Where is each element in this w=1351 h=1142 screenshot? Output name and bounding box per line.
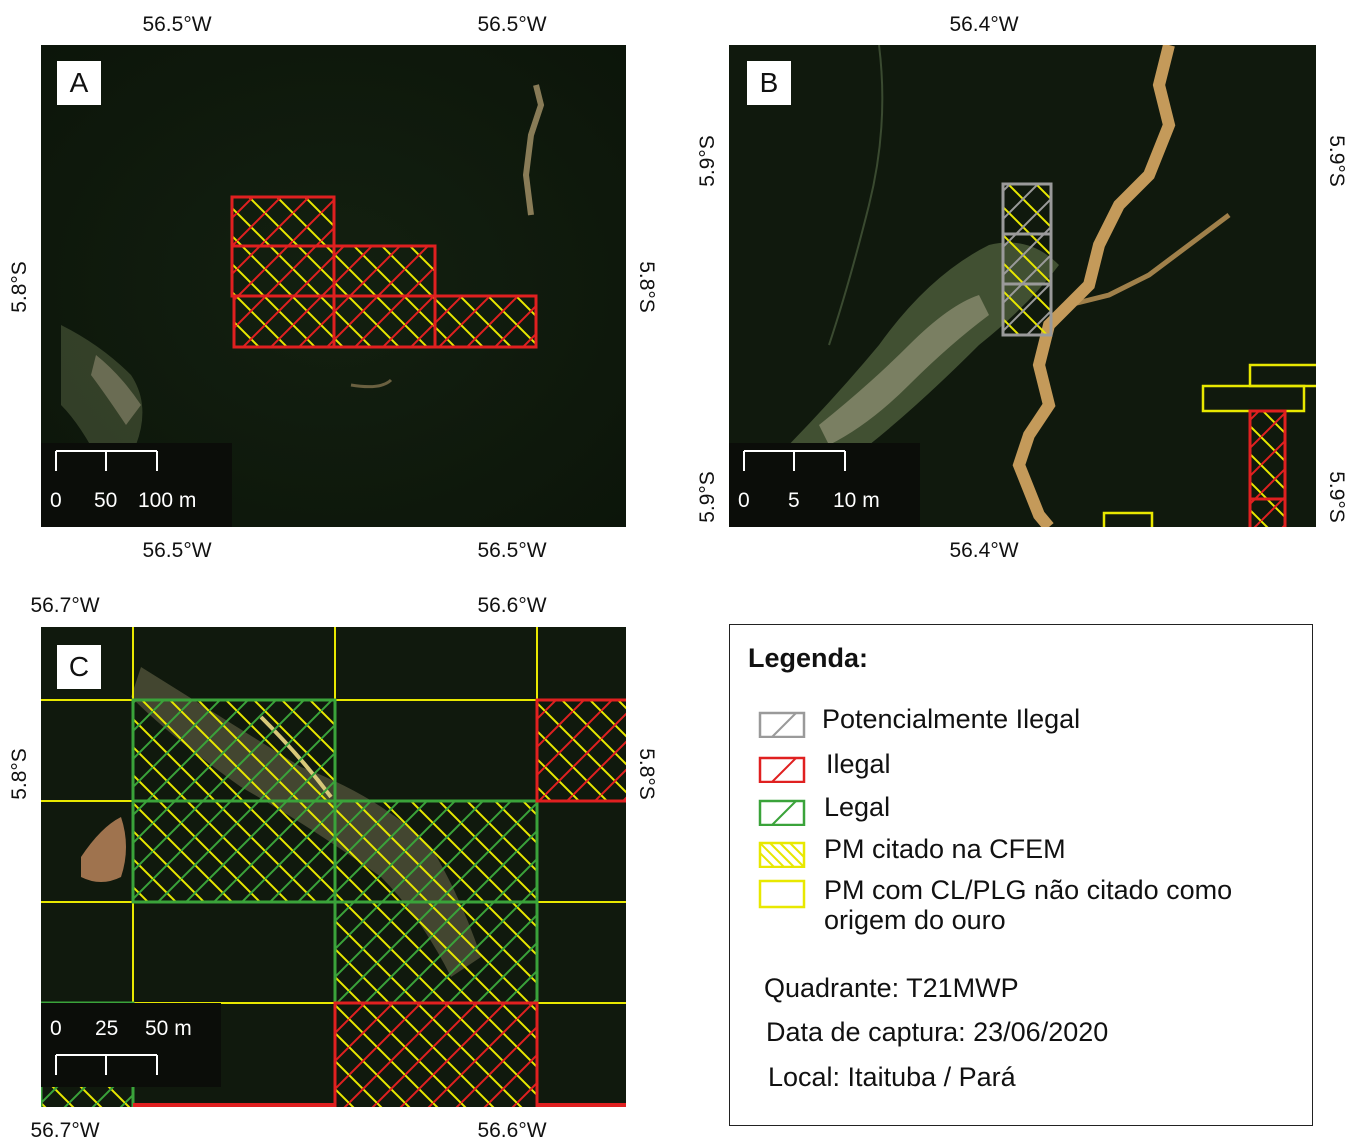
- panel-b-illegal-polygons[interactable]: [1248, 409, 1287, 527]
- panel-c-label: C: [57, 645, 101, 689]
- panel-a-bottom-lon-2: 56.5°W: [477, 539, 547, 562]
- panel-a-label: A: [57, 61, 101, 105]
- panel-b-left-lat-1: 5.9°S: [696, 135, 719, 187]
- legend-item-potential-illegal: Potencialmente Ilegal: [758, 704, 1298, 740]
- illegal-polygon[interactable]: [332, 244, 437, 298]
- panel-b-left-lat-2: 5.9°S: [696, 471, 719, 523]
- legend-capture-date: Data de captura: 23/06/2020: [766, 1017, 1109, 1047]
- panel-b-scale-0: 0: [738, 489, 750, 512]
- panel-a-illegal-polygons[interactable]: [230, 195, 538, 349]
- legend-label-potential-illegal: Potencialmente Ilegal: [822, 704, 1081, 734]
- panel-b-right-lat-2: 5.9°S: [1325, 471, 1348, 523]
- panel-b-satellite-image: [729, 45, 1316, 527]
- legend-label-cfem: PM citado na CFEM: [824, 834, 1066, 864]
- potential-illegal-polygon[interactable]: [1001, 282, 1053, 337]
- panel-c-left-lat: 5.8°S: [8, 748, 31, 800]
- panel-a-scale-end: 100 m: [138, 489, 197, 512]
- illegal-swatch-icon: [758, 756, 806, 783]
- legal-polygon[interactable]: [131, 698, 337, 803]
- panel-a-left-lat: 5.8°S: [8, 261, 31, 313]
- scale-bar-ticks: [55, 1054, 158, 1075]
- panel-a-top-lon-2: 56.5°W: [477, 13, 547, 36]
- legend-panel: Legenda: Potencialmente Ilegal Ilegal Le…: [729, 624, 1313, 1126]
- illegal-polygon[interactable]: [333, 1001, 539, 1107]
- panel-c-scale-0: 0: [50, 1017, 62, 1040]
- illegal-polygon[interactable]: [230, 195, 336, 248]
- panel-c-exposed-soil: [81, 817, 126, 882]
- panel-b-right-lat-1: 5.9°S: [1325, 135, 1348, 187]
- legend-location: Local: Itaituba / Pará: [768, 1062, 1016, 1092]
- panel-a-scale-0: 0: [50, 489, 62, 512]
- panel-c-top-lon-2: 56.6°W: [477, 594, 547, 617]
- panel-c-top-lon-1: 56.7°W: [30, 594, 100, 617]
- panel-a-map[interactable]: A 0 50 100 m: [41, 45, 626, 527]
- cfem-swatch-icon: [758, 841, 806, 868]
- cl-plg-swatch-icon: [758, 879, 806, 909]
- legend-item-cl-plg: PM com CL/PLG não citado como origem do …: [758, 875, 1298, 943]
- illegal-polygon[interactable]: [1248, 497, 1287, 527]
- panel-a-bottom-lon-1: 56.5°W: [142, 539, 212, 562]
- illegal-polygon[interactable]: [332, 294, 437, 349]
- panel-b-map[interactable]: B 0 5 10 m: [729, 45, 1316, 527]
- potential-illegal-polygon[interactable]: [1001, 232, 1053, 286]
- legal-swatch-icon: [758, 799, 806, 826]
- panel-b-scale-end: 10 m: [833, 489, 880, 512]
- illegal-polygon[interactable]: [1248, 409, 1287, 501]
- panel-b-settlement: [819, 295, 989, 445]
- illegal-polygon[interactable]: [535, 698, 626, 803]
- panel-b-tributary: [1068, 213, 1231, 308]
- panel-c-scale-bar: 0 25 50 m: [41, 1003, 221, 1087]
- potential-illegal-swatch-icon: [758, 711, 806, 738]
- illegal-polygon[interactable]: [230, 244, 336, 298]
- panel-c-scale-end: 50 m: [145, 1017, 192, 1040]
- scale-bar-ticks: [55, 450, 158, 471]
- panel-c-right-lat: 5.8°S: [635, 748, 658, 800]
- legend-label-illegal: Ilegal: [826, 749, 891, 779]
- panel-a-scale-mid: 50: [94, 489, 118, 512]
- legend-label-legal: Legal: [824, 792, 891, 822]
- panel-c-legal-polygons[interactable]: [41, 698, 539, 1107]
- panel-a-stream: [522, 84, 545, 216]
- panel-a-top-lon-1: 56.5°W: [142, 13, 212, 36]
- panel-b-road: [828, 45, 884, 346]
- panel-a-scale-bar: 0 50 100 m: [41, 443, 232, 527]
- illegal-polygon[interactable]: [232, 294, 336, 349]
- legal-polygon[interactable]: [131, 799, 337, 904]
- legend-item-legal: Legal: [758, 792, 1298, 828]
- panel-a-trail: [350, 378, 393, 389]
- panel-a-right-lat: 5.8°S: [635, 261, 658, 313]
- cl-plg-polygon[interactable]: [1102, 511, 1154, 527]
- legend-title: Legenda:: [748, 643, 869, 673]
- panel-a-mining-area: [91, 355, 141, 425]
- panel-b-bottom-lon: 56.4°W: [949, 539, 1019, 562]
- legend-item-cfem: PM citado na CFEM: [758, 834, 1298, 870]
- panel-a-clearing: [61, 325, 143, 465]
- panel-c-map[interactable]: C 0 25 50 m: [41, 627, 626, 1107]
- legend-quadrante: Quadrante: T21MWP: [764, 973, 1019, 1003]
- scale-bar-ticks: [743, 450, 846, 471]
- panel-b-label: B: [747, 61, 791, 105]
- illegal-polygon[interactable]: [433, 294, 538, 349]
- panel-c-bottom-lon-1: 56.7°W: [30, 1119, 100, 1142]
- legal-polygon[interactable]: [333, 799, 539, 904]
- panel-b-top-lon: 56.4°W: [949, 13, 1019, 36]
- legal-polygon[interactable]: [333, 900, 539, 1005]
- panel-b-scale-bar: 0 5 10 m: [729, 443, 920, 527]
- potential-illegal-polygon[interactable]: [1001, 182, 1053, 236]
- panel-c-bottom-lon-2: 56.6°W: [477, 1119, 547, 1142]
- panel-c-illegal-polygons[interactable]: [133, 698, 626, 1107]
- panel-b-potential-polygons[interactable]: [1001, 182, 1053, 337]
- legend-label-cl-plg: PM com CL/PLG não citado como origem do …: [824, 875, 1233, 935]
- panel-b-scale-mid: 5: [788, 489, 800, 512]
- legend-item-illegal: Ilegal: [758, 749, 1298, 785]
- panel-c-scale-mid: 25: [95, 1017, 119, 1040]
